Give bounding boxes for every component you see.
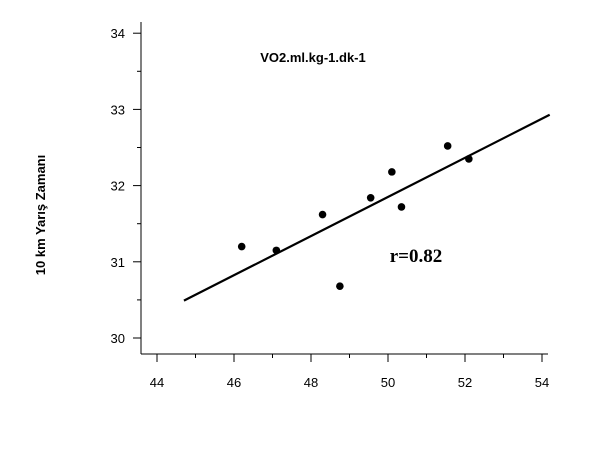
y-axis-label: 10 km Yarış Zamanı <box>33 155 48 275</box>
data-point <box>443 142 452 150</box>
axes <box>133 22 548 362</box>
data-point <box>366 193 375 202</box>
y-tick-label: 33 <box>111 102 125 117</box>
x-tick-label: 54 <box>535 375 549 390</box>
x-tick-label: 52 <box>458 375 472 390</box>
y-tick-label: 32 <box>111 179 125 194</box>
data-point <box>388 168 396 176</box>
data-point <box>272 246 281 255</box>
x-tick-label: 46 <box>227 375 241 390</box>
data-point <box>397 203 406 211</box>
correlation-annotation: r=0.82 <box>390 246 443 267</box>
y-tick-label: 31 <box>111 255 125 270</box>
trend-line <box>183 113 551 302</box>
y-tick-label: 34 <box>111 26 125 41</box>
data-point <box>465 155 473 163</box>
data-point <box>336 282 344 290</box>
data-point <box>237 242 246 251</box>
tick-labels: 30 31 32 33 34 44 46 48 50 52 54 <box>111 26 550 390</box>
y-tick-label: 30 <box>111 331 125 346</box>
chart-title: VO2.ml.kg-1.dk-1 <box>260 50 365 65</box>
data-point <box>318 210 327 219</box>
x-tick-label: 50 <box>381 375 395 390</box>
x-tick-label: 44 <box>150 375 164 390</box>
data-points <box>237 142 473 290</box>
x-tick-label: 48 <box>304 375 318 390</box>
